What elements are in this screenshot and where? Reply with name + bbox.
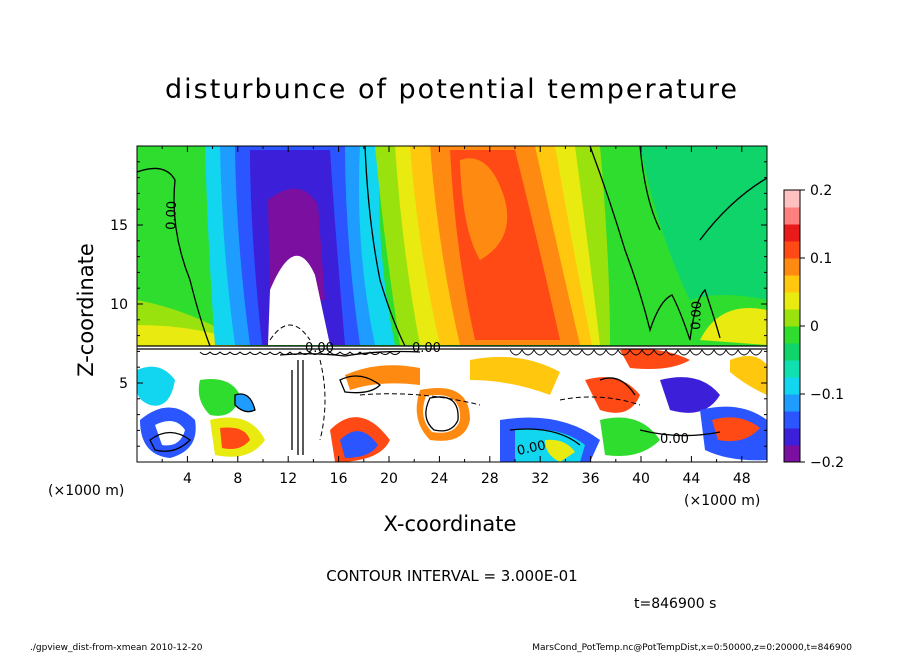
y-axis: 5 10 15: [110, 161, 767, 447]
contour-label: 0.00: [164, 201, 180, 230]
colorbar-tick-label: −0.2: [810, 455, 844, 471]
x-tick-label: 20: [380, 471, 398, 487]
x-tick-label: 24: [430, 471, 448, 487]
x-tick-label: 48: [733, 471, 751, 487]
colorbar-segment: [784, 360, 800, 378]
colorbar-segment: [784, 207, 800, 225]
x-tick-label: 12: [279, 471, 297, 487]
colorbar-segment: [784, 445, 800, 463]
colorbar-tick-label: 0.2: [810, 183, 832, 199]
y-tick-label: 15: [110, 218, 128, 234]
colorbar-segment: [784, 258, 800, 276]
x-tick-label: 8: [233, 471, 242, 487]
footer-left: ./gpview_dist-from-xmean 2010-12-20: [30, 643, 203, 653]
colorbar-segment: [784, 343, 800, 361]
contour-label: 0.00: [305, 341, 334, 356]
x-tick-label: 4: [183, 471, 192, 487]
colorbar-segment: [784, 275, 800, 293]
colorbar: [784, 190, 800, 463]
x-tick-label: 16: [330, 471, 348, 487]
x-tick-label: 36: [582, 471, 600, 487]
contour-label: 0.00: [660, 432, 689, 447]
x-tick-label: 44: [682, 471, 700, 487]
x-tick-label: 28: [481, 471, 499, 487]
colorbar-ticks: 0.2 0.1 0 −0.1 −0.2: [800, 183, 844, 471]
colorbar-segment: [784, 190, 800, 208]
colorbar-segment: [784, 411, 800, 429]
x-axis: 4 8 12 16 20 24 28 32 36 40 44 48: [161, 146, 751, 487]
footer-right: MarsCond_PotTemp.nc@PotTempDist,x=0:5000…: [532, 643, 852, 653]
colorbar-segment: [784, 309, 800, 327]
colorbar-tick-label: 0: [810, 319, 819, 335]
x-tick-label: 40: [632, 471, 650, 487]
colorbar-segment: [784, 428, 800, 446]
x-axis-label: X-coordinate: [383, 512, 517, 536]
colorbar-tick-label: −0.1: [810, 387, 844, 403]
y-tick-label: 10: [110, 297, 128, 313]
colorbar-segment: [784, 377, 800, 395]
x-tick-label: 32: [531, 471, 549, 487]
colorbar-segment: [784, 241, 800, 259]
contour-interval-text: CONTOUR INTERVAL = 3.000E-01: [326, 567, 578, 585]
y-tick-label: 5: [119, 376, 128, 392]
x-unit-label-left: (×1000 m): [48, 483, 125, 499]
contour-label: 0.00: [689, 301, 705, 330]
heatmap-field: 0.00 0.00 0.00 0.00 0.00 0.00: [137, 146, 767, 462]
colorbar-segment: [784, 292, 800, 310]
time-stamp: t=846900 s: [634, 596, 717, 612]
colorbar-segment: [784, 326, 800, 344]
colorbar-tick-label: 0.1: [810, 251, 832, 267]
contour-label: 0.00: [516, 438, 547, 459]
chart-title: disturbunce of potential temperature: [165, 74, 739, 105]
contour-label: 0.00: [412, 341, 441, 356]
colorbar-segment: [784, 394, 800, 412]
colorbar-segment: [784, 224, 800, 242]
x-unit-label-right: (×1000 m): [684, 493, 761, 509]
